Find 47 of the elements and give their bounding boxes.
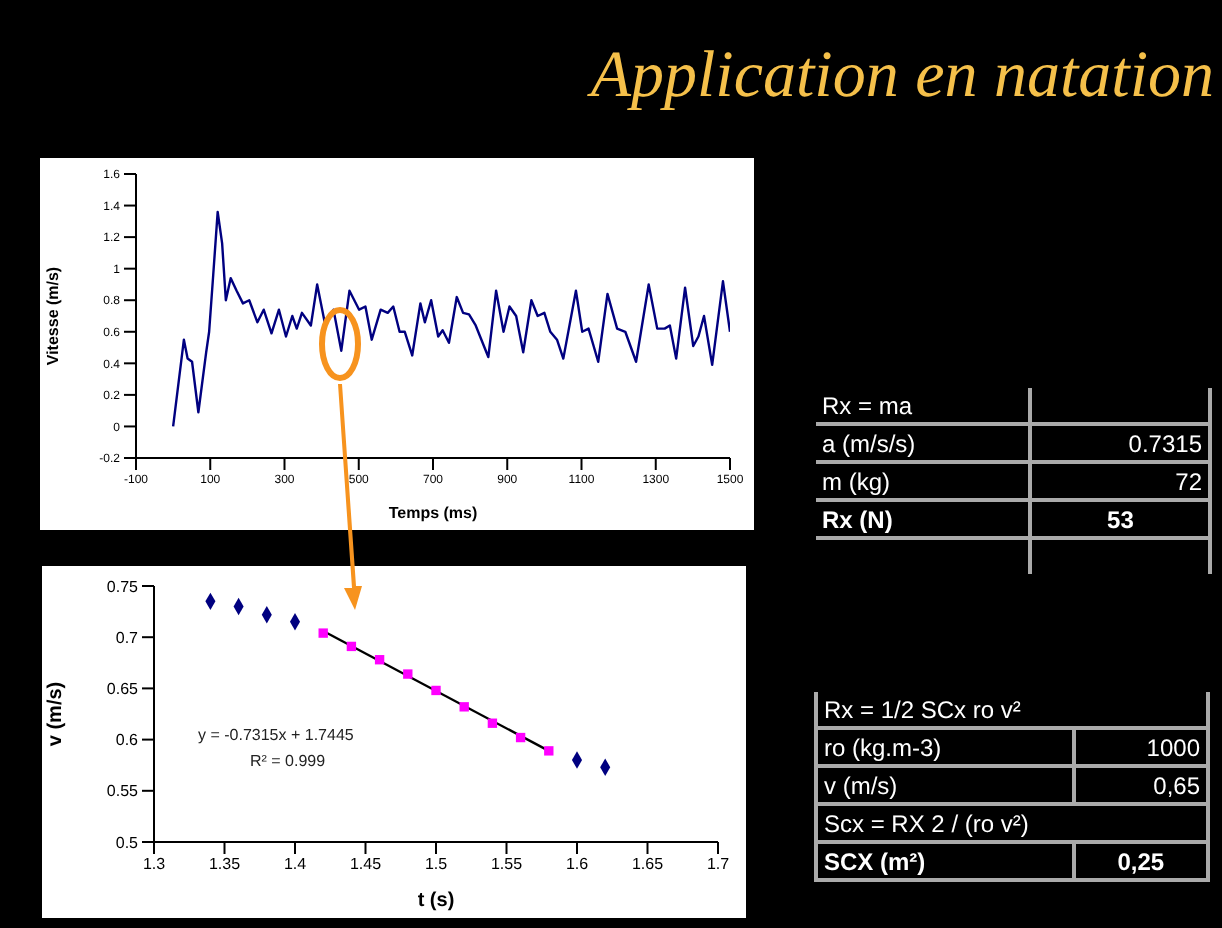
- category-label: Scx = RX 2 / (ro v²): [816, 804, 1208, 842]
- point: [346, 641, 357, 652]
- point: [544, 746, 554, 756]
- y-tick-label: 0.6: [115, 731, 140, 750]
- data-label: 53: [1030, 500, 1210, 538]
- point: [487, 718, 498, 728]
- category-label: Rx (N): [816, 500, 1031, 538]
- text: Rx = 1/2 SCx ro v²: [816, 692, 1208, 728]
- y-tick-label: 0.7: [115, 628, 140, 647]
- y-tick-label: 0.55: [106, 782, 140, 801]
- point: [515, 732, 526, 743]
- point: [431, 685, 441, 696]
- x-tick-label: 1.35: [208, 855, 242, 874]
- data-label: 0,65: [1073, 766, 1208, 804]
- data-label: 0.7315: [1030, 424, 1210, 462]
- line-series: [171, 210, 730, 428]
- category-label: m (kg): [816, 462, 1031, 500]
- x-axis-title: t (s): [417, 890, 455, 912]
- point: [374, 655, 385, 665]
- y-tick-label: 0.65: [106, 680, 140, 699]
- y-axis-title: v (m/s): [45, 681, 68, 747]
- x-tick-label: 1.65: [631, 855, 665, 874]
- point: [318, 628, 328, 638]
- x-tick-label: 1.6: [565, 855, 590, 874]
- text: Rx = ma: [816, 388, 1031, 424]
- data-label: 1000: [1073, 728, 1208, 766]
- y-tick-label: 0.5: [115, 833, 140, 852]
- x-tick-label: 1.45: [349, 855, 383, 874]
- category-label: ro (kg.m-3): [816, 728, 1074, 766]
- category-label: a (m/s/s): [816, 424, 1031, 462]
- x-tick-label: 1.5: [424, 855, 449, 874]
- category-label: SCX (m²): [816, 842, 1074, 880]
- x-tick-label: 1.4: [283, 855, 308, 874]
- annotation: R² = 0.999: [250, 752, 326, 770]
- category-label: v (m/s): [816, 766, 1074, 804]
- data-label: 72: [1030, 462, 1210, 500]
- x-tick-label: 1.55: [490, 855, 524, 874]
- data-label: 0,25: [1073, 842, 1208, 880]
- x-tick-label: 1.7: [706, 855, 731, 874]
- x-tick-label: 1.3: [142, 855, 167, 874]
- text: Application en natation: [590, 40, 1214, 114]
- point: [459, 702, 469, 712]
- annotation: y = -0.7315x + 1.7445: [198, 726, 354, 744]
- x-axis-title: Temps (ms): [388, 504, 478, 522]
- y-axis-title: Vitesse (m/s): [43, 266, 62, 366]
- y-tick-label: 0.75: [106, 577, 140, 596]
- point: [403, 669, 413, 679]
